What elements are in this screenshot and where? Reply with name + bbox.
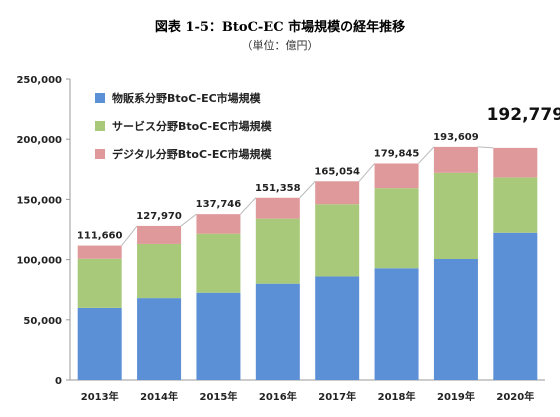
total-connector-line: [418, 146, 435, 164]
bar-segment-2: [315, 204, 360, 277]
legend-label: サービス分野BtoC-EC市場規模: [112, 119, 273, 133]
bar-segment-1: [77, 307, 122, 380]
bar-segment-3: [77, 245, 122, 259]
y-tick-label: 100,000: [16, 256, 62, 267]
bar-segment-1: [315, 276, 360, 380]
y-tick-label: 150,000: [16, 195, 62, 206]
total-connector-line: [358, 163, 375, 182]
bar-segment-3: [374, 163, 419, 189]
unit-label: （単位：億円）: [241, 39, 319, 52]
total-connector-line: [240, 197, 257, 215]
bar-segment-3: [137, 225, 182, 244]
bar-segment-2: [433, 172, 478, 259]
y-tick-label: 50,000: [23, 316, 62, 327]
bars: [77, 146, 538, 380]
total-label: 193,609: [433, 132, 479, 143]
y-tick-label: 200,000: [16, 135, 62, 146]
total-label: 192,779: [487, 105, 560, 125]
bar-segment-2: [77, 258, 122, 308]
x-tick-label: 2015年: [200, 390, 238, 403]
total-label: 127,970: [136, 211, 182, 222]
total-label: 111,660: [77, 231, 123, 242]
x-tick-label: 2020年: [496, 390, 534, 403]
x-tick-label: 2013年: [81, 390, 119, 403]
legend-swatch: [95, 93, 105, 103]
total-label: 179,845: [374, 148, 420, 159]
bar-segment-3: [493, 147, 538, 178]
total-label: 151,358: [255, 183, 301, 194]
bar-segment-3: [433, 146, 478, 173]
x-tick-label: 2016年: [259, 390, 297, 403]
legend-label: 物販系分野BtoC-EC市場規模: [112, 91, 262, 105]
bar-segment-1: [374, 268, 419, 380]
total-labels: 111,660 127,970 137,746 151,358 165,054 179,8…: [77, 105, 560, 242]
bar-segment-2: [137, 243, 182, 299]
x-tick-label: 2017年: [318, 390, 356, 403]
bar-segment-3: [315, 181, 360, 205]
bar-segment-1: [196, 292, 241, 380]
bar-segment-2: [255, 218, 300, 284]
total-connectors: [121, 146, 494, 246]
bar-segment-3: [255, 197, 300, 219]
bar-segment-1: [255, 283, 300, 380]
legend-label: デジタル分野BtoC-EC市場規模: [112, 147, 272, 161]
legend-swatch: [95, 121, 105, 131]
bar-segment-1: [137, 298, 182, 380]
legend-swatch: [95, 149, 105, 159]
y-tick-label: 0: [55, 376, 62, 387]
bar-segment-1: [493, 232, 538, 380]
bar-segment-2: [374, 188, 419, 269]
x-tick-label: 2014年: [140, 390, 178, 403]
total-connector-line: [299, 180, 316, 199]
x-tick-label: 2019年: [437, 390, 475, 403]
bar-segment-3: [196, 214, 241, 234]
legend: 物販系分野BtoC-EC市場規模サービス分野BtoC-EC市場規模デジタル分野B…: [95, 91, 273, 161]
bar-segment-2: [196, 233, 241, 293]
chart-title: 図表 1-5：BtoC-EC 市場規模の経年推移: [154, 20, 406, 35]
total-label: 137,746: [196, 199, 242, 210]
y-tick-label: 250,000: [16, 75, 62, 86]
x-tick-label: 2018年: [378, 390, 416, 403]
total-label: 165,054: [314, 166, 360, 177]
total-connector-line: [121, 225, 138, 246]
total-connector-line: [477, 146, 494, 149]
bar-segment-1: [433, 258, 478, 380]
total-connector-line: [180, 213, 197, 227]
bar-segment-2: [493, 177, 538, 233]
